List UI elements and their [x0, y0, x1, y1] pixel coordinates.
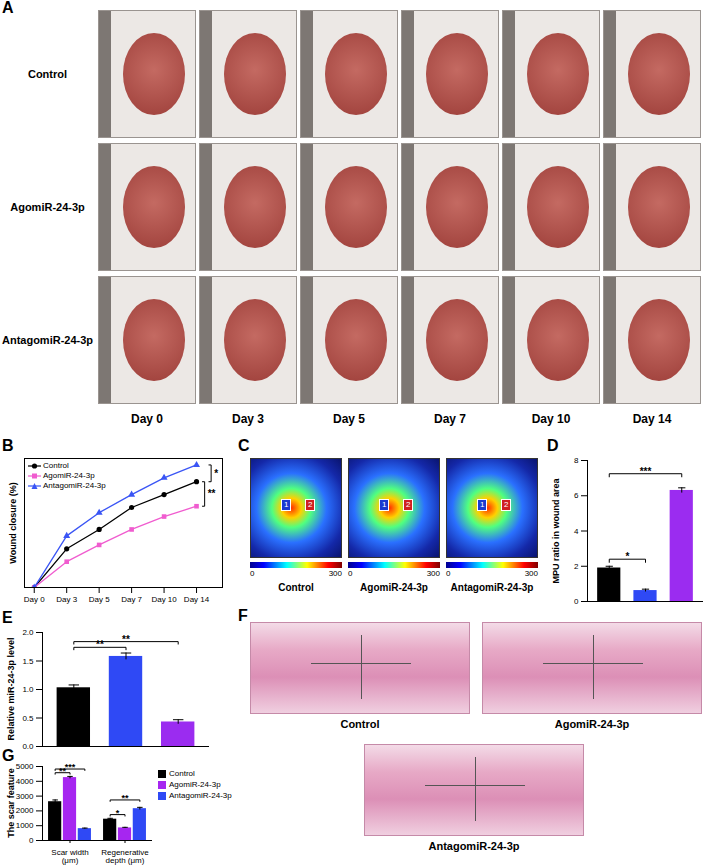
svg-text:8: 8 — [574, 456, 579, 465]
html-text:G: G — [2, 747, 15, 764]
svg-text:Day 10: Day 10 — [151, 595, 177, 604]
html-text:Day 10: Day 10 — [531, 412, 571, 426]
svg-text:4000: 4000 — [16, 777, 34, 786]
html-text:300: 300 — [524, 569, 538, 578]
html-text:AgomiR-24-3p: AgomiR-24-3p — [554, 718, 630, 730]
html-text:AgomiR-24-3p: AgomiR-24-3p — [10, 201, 85, 213]
html-text:AntagomiR-24-3p: AntagomiR-24-3p — [43, 481, 106, 490]
html-text:Wound closure (%): Wound closure (%) — [8, 481, 18, 564]
svg-text:2: 2 — [574, 562, 579, 571]
svg-text:***: *** — [640, 466, 652, 477]
html-text:Day 0: Day 0 — [131, 412, 163, 426]
html-text:1: 1 — [284, 500, 289, 509]
svg-text:Day 5: Day 5 — [89, 595, 110, 604]
svg-text:4: 4 — [574, 527, 579, 536]
svg-text:Day 3: Day 3 — [56, 595, 77, 604]
html-text:0: 0 — [250, 569, 255, 578]
html-text:Control: Control — [43, 461, 69, 470]
html-text:AntagomiR-24-3p: AntagomiR-24-3p — [428, 840, 520, 852]
html-text:0: 0 — [348, 569, 353, 578]
html-text:AgomiR-24-3p: AgomiR-24-3p — [169, 780, 221, 789]
html-text:2: 2 — [406, 500, 411, 509]
html-text:Day 3: Day 3 — [232, 412, 264, 426]
svg-text:Day 7: Day 7 — [121, 595, 142, 604]
html-text:Day 14: Day 14 — [632, 412, 672, 426]
html-text:D: D — [547, 437, 559, 454]
html-text:Day 5: Day 5 — [333, 412, 365, 426]
html-text:AntagomiR-24-3p: AntagomiR-24-3p — [450, 582, 534, 593]
svg-text:*: * — [214, 468, 218, 479]
html-text:AntagomiR-24-3p: AntagomiR-24-3p — [2, 334, 93, 346]
svg-text:2.0: 2.0 — [22, 628, 34, 637]
html-text:1: 1 — [382, 500, 387, 509]
svg-text:**: ** — [121, 793, 129, 803]
html-text:C: C — [238, 437, 250, 454]
html-text:Control: Control — [278, 582, 314, 593]
html-text:1: 1 — [480, 500, 485, 509]
svg-text:Day 14: Day 14 — [184, 595, 210, 604]
html-text:Control: Control — [340, 718, 380, 730]
svg-text:*: * — [116, 808, 120, 818]
html-text:E: E — [2, 609, 13, 626]
html-text:300: 300 — [426, 569, 440, 578]
html-text:Day 7: Day 7 — [434, 412, 466, 426]
html-text:0: 0 — [446, 569, 451, 578]
svg-text:Scar width(μm): Scar width(μm) — [51, 848, 88, 865]
html-text:A: A — [2, 0, 14, 16]
html-text:300: 300 — [328, 569, 342, 578]
svg-text:5000: 5000 — [16, 762, 34, 771]
svg-text:1.0: 1.0 — [22, 685, 34, 694]
svg-text:**: ** — [208, 488, 216, 499]
html-text:AgomiR-24-3p: AgomiR-24-3p — [43, 471, 95, 480]
html-text:2: 2 — [308, 500, 313, 509]
svg-text:1000: 1000 — [16, 821, 34, 830]
html-text:MPU ratio in wound area: MPU ratio in wound area — [551, 478, 561, 583]
html-text:Relative miR-24-3p level: Relative miR-24-3p level — [6, 637, 16, 741]
svg-text:0.0: 0.0 — [22, 742, 34, 751]
html-text:The scar feature: The scar feature — [6, 768, 16, 838]
html-text:AgomiR-24-3p: AgomiR-24-3p — [360, 582, 428, 593]
svg-text:0: 0 — [29, 836, 34, 845]
html-text:Control: Control — [169, 769, 195, 778]
svg-text:***: *** — [65, 762, 76, 772]
svg-text:Day 0: Day 0 — [24, 595, 45, 604]
svg-text:2000: 2000 — [16, 806, 34, 815]
html-text:F: F — [238, 607, 248, 624]
html-text:Control: Control — [27, 68, 67, 80]
svg-text:0: 0 — [574, 597, 579, 606]
svg-text:6: 6 — [574, 491, 579, 500]
html-text:B: B — [2, 437, 14, 454]
svg-text:1.5: 1.5 — [22, 657, 34, 666]
svg-text:**: ** — [122, 634, 130, 645]
svg-text:**: ** — [96, 639, 104, 650]
svg-text:*: * — [625, 551, 629, 562]
html-text:AntagomiR-24-3p: AntagomiR-24-3p — [169, 791, 232, 800]
svg-text:3000: 3000 — [16, 792, 34, 801]
svg-text:0.5: 0.5 — [22, 714, 34, 723]
html-text:2: 2 — [504, 500, 509, 509]
svg-text:Regenerativedepth (μm): Regenerativedepth (μm) — [101, 848, 149, 865]
